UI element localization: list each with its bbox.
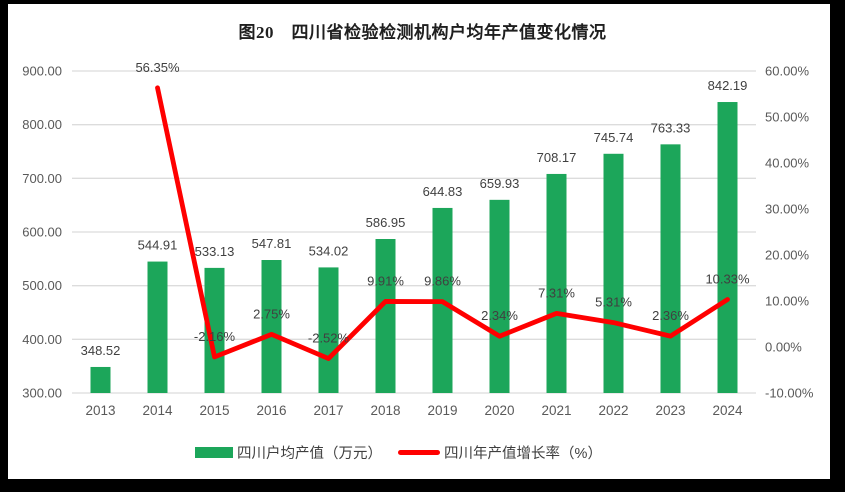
line-label-2020: 2.34%	[481, 308, 518, 323]
bar-2014	[147, 261, 168, 393]
x-axis-label-2023: 2023	[655, 403, 685, 418]
bar-2013	[90, 366, 111, 393]
line-series-swatch-icon	[398, 450, 441, 455]
bar-2018	[375, 239, 396, 393]
bar-label-2019: 644.83	[423, 184, 463, 199]
line-label-2015: -2.16%	[194, 329, 236, 344]
line-label-2014: 56.35%	[135, 60, 180, 75]
bar-label-2016: 547.81	[252, 236, 292, 251]
chart-title: 图20 四川省检验检测机构户均年产值变化情况	[238, 23, 607, 42]
left-axis-tick-300: 300.00	[22, 386, 62, 401]
x-axis-label-2019: 2019	[427, 403, 457, 418]
right-axis-tick-50: 50.00%	[765, 110, 810, 125]
bar-2015	[204, 267, 225, 393]
bar-label-2018: 586.95	[366, 215, 406, 230]
line-label-2021: 7.31%	[538, 285, 575, 300]
bar-label-2024: 842.19	[708, 78, 748, 93]
x-axis-label-2013: 2013	[85, 403, 115, 418]
bar-2022	[603, 153, 624, 393]
left-axis-tick-500: 500.00	[22, 278, 62, 293]
line-label-2022: 5.31%	[595, 295, 632, 310]
growth-rate-line	[155, 85, 730, 361]
bar-label-2023: 763.33	[651, 120, 691, 135]
left-axis-tick-600: 600.00	[22, 225, 62, 240]
bar-2016	[261, 260, 282, 393]
right-axis-tick-10: 10.00%	[765, 294, 810, 309]
x-axis-label-2015: 2015	[199, 403, 229, 418]
x-axis-label-2014: 2014	[142, 403, 173, 418]
bar-label-2020: 659.93	[480, 176, 520, 191]
bar-label-2017: 534.02	[309, 243, 349, 258]
left-axis-tick-900: 900.00	[22, 64, 62, 79]
left-axis-tick-400: 400.00	[22, 332, 62, 347]
bar-label-2022: 745.74	[594, 130, 634, 145]
x-axis-label-2021: 2021	[541, 403, 571, 418]
right-axis-tick--10: -10.00%	[765, 386, 814, 401]
bar-2024	[717, 102, 738, 394]
line-label-2019: 9.86%	[424, 274, 461, 289]
line-label-2018: 9.91%	[367, 273, 404, 288]
line-label-2016: 2.75%	[253, 306, 290, 321]
left-axis-tick-800: 800.00	[22, 117, 62, 132]
bar-2020	[489, 199, 510, 393]
x-axis-label-2016: 2016	[256, 403, 286, 418]
left-axis-tick-700: 700.00	[22, 171, 62, 186]
legend-line-series-label: 四川年产值增长率（%）	[444, 446, 602, 462]
chart-legend: 四川户均产值（万元） 四川年产值增长率（%）	[0, 442, 845, 463]
x-axis-label-2017: 2017	[313, 403, 343, 418]
bar-series-swatch-icon	[195, 447, 234, 458]
right-axis-tick-60: 60.00%	[765, 64, 810, 79]
bar-2021	[546, 173, 567, 393]
x-axis-label-2018: 2018	[370, 403, 400, 418]
x-axis-label-2024: 2024	[712, 403, 743, 418]
line-label-2024: 10.33%	[705, 271, 750, 286]
legend-item-bar-series: 四川户均产值（万元）	[195, 442, 382, 463]
bar-label-2015: 533.13	[195, 244, 235, 259]
legend-item-line-series: 四川年产值增长率（%）	[398, 442, 602, 463]
line-label-2023: 2.36%	[652, 308, 689, 323]
line-label-2017: -2.52%	[308, 331, 350, 346]
x-axis-label-2020: 2020	[484, 403, 514, 418]
bar-label-2014: 544.91	[138, 238, 178, 253]
chart-background	[8, 4, 830, 479]
legend-bar-series-label: 四川户均产值（万元）	[237, 446, 383, 462]
right-axis-tick-30: 30.00%	[765, 202, 810, 217]
bar-label-2021: 708.17	[537, 150, 577, 165]
right-axis-tick-40: 40.00%	[765, 156, 810, 171]
bar-2023	[660, 144, 681, 393]
right-axis-tick-0: 0.00%	[765, 340, 802, 355]
bar-2017	[318, 267, 339, 393]
bar-label-2013: 348.52	[81, 343, 121, 358]
right-axis-tick-20: 20.00%	[765, 248, 810, 263]
x-axis-label-2022: 2022	[598, 403, 628, 418]
